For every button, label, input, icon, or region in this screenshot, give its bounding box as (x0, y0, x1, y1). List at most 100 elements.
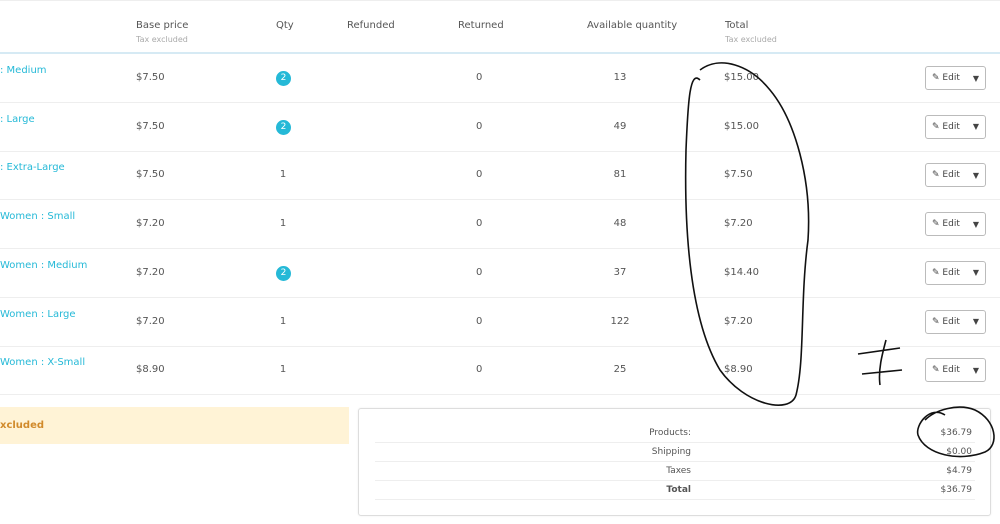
available-quantity: 49 (613, 120, 627, 132)
returned: 0 (476, 120, 483, 132)
edit-button[interactable]: ✎ Edit ▼ (925, 212, 986, 237)
table-row: Women : Medium $7.20 2 0 37 $14.40 ✎ Edi… (0, 249, 1000, 298)
row-total: $7.20 (724, 315, 753, 327)
base-price: $7.20 (136, 218, 165, 230)
table-row: Women : X-Small $8.90 1 0 25 $8.90 ✎ Edi… (0, 346, 1000, 396)
available-quantity: 25 (613, 364, 627, 376)
summary-value: $0.00 (946, 447, 972, 457)
caret-down-icon[interactable]: ▼ (972, 317, 980, 326)
base-price: $7.50 (136, 169, 165, 181)
pencil-icon: ✎ (932, 316, 940, 327)
available-quantity: 81 (613, 169, 627, 181)
header-divider (0, 52, 1000, 54)
base-price: $7.50 (136, 120, 165, 132)
divider (0, 0, 1000, 1)
returned: 0 (476, 218, 483, 230)
product-link[interactable]: : Extra-Large (0, 162, 65, 174)
qty: 2 (276, 103, 291, 151)
table-row: Women : Small $7.20 1 0 48 $7.20 ✎ Edit ▼ (0, 200, 1000, 250)
caret-down-icon[interactable]: ▼ (972, 122, 980, 132)
pencil-icon: ✎ (932, 170, 940, 181)
edit-button[interactable]: ✎ Edit ▼ (925, 66, 986, 90)
pencil-icon: ✎ (932, 365, 940, 376)
summary-value: $4.79 (946, 466, 972, 476)
base-price: $7.20 (136, 266, 165, 278)
caret-down-icon[interactable]: ▼ (972, 268, 980, 278)
caret-down-icon[interactable]: ▼ (972, 73, 980, 83)
product-link[interactable]: : Large (0, 113, 35, 125)
caret-down-icon[interactable]: ▼ (972, 219, 980, 229)
edit-label: Edit (942, 73, 960, 83)
caret-down-icon[interactable]: ▼ (972, 365, 980, 375)
qty-value: 1 (279, 218, 287, 230)
available-quantity: 48 (613, 218, 627, 230)
qty: 2 (276, 249, 291, 297)
available-quantity: 37 (613, 266, 627, 278)
available-quantity: 13 (613, 72, 627, 83)
edit-label: Edit (942, 219, 960, 230)
summary-row: Taxes $4.79 (375, 462, 975, 481)
pencil-icon: ✎ (932, 267, 940, 278)
base-price: $8.90 (136, 364, 165, 376)
qty-value: 1 (279, 169, 287, 181)
table-row: Women : Large $7.20 1 0 122 $7.20 ✎ Edit… (0, 298, 1000, 347)
table-row: : Extra-Large $7.50 1 0 81 $7.50 ✎ Edit ▼ (0, 151, 1000, 201)
header-refunded: Refunded (347, 20, 395, 31)
summary-label: Shipping (651, 447, 691, 457)
summary-value: $36.79 (940, 428, 973, 438)
edit-label: Edit (942, 316, 960, 327)
table-row: : Medium $7.50 2 0 13 $15.00 ✎ Edit ▼ (0, 54, 1000, 103)
product-link[interactable]: Women : X-Small (0, 357, 86, 369)
qty-badge: 2 (276, 265, 291, 281)
caret-down-icon[interactable]: ▼ (972, 170, 980, 180)
edit-label: Edit (942, 267, 960, 278)
qty-badge: 2 (276, 71, 291, 86)
base-price: $7.20 (136, 315, 165, 327)
edit-button[interactable]: ✎ Edit ▼ (925, 163, 986, 188)
summary-row: Shipping $0.00 (375, 443, 975, 462)
edit-button[interactable]: ✎ Edit ▼ (925, 358, 986, 383)
header-label: Base price (136, 20, 189, 31)
edit-button[interactable]: ✎ Edit ▼ (925, 309, 986, 334)
returned: 0 (476, 266, 483, 278)
header-sublabel: Tax excluded (725, 35, 777, 44)
product-link[interactable]: Women : Large (0, 308, 76, 320)
header-qty: Qty (276, 20, 294, 31)
available-quantity: 122 (610, 315, 630, 327)
summary-label: Total (666, 485, 691, 495)
edit-label: Edit (942, 121, 960, 132)
header-base-price: Base price Tax excluded (136, 20, 188, 44)
edit-label: Edit (942, 170, 960, 181)
summary-row: Total $36.79 (375, 481, 975, 500)
edit-button[interactable]: ✎ Edit ▼ (925, 114, 986, 139)
qty-value: 1 (279, 364, 287, 376)
summary-label: Taxes (666, 466, 691, 476)
header-total: Total Tax excluded (725, 20, 777, 44)
product-link[interactable]: Women : Small (0, 211, 76, 223)
edit-label: Edit (942, 365, 960, 376)
edit-button[interactable]: ✎ Edit ▼ (925, 260, 986, 285)
row-total: $8.90 (724, 364, 753, 376)
qty: 1 (276, 200, 290, 248)
header-returned: Returned (458, 20, 504, 31)
order-summary: Products: $36.79 Shipping $0.00 Taxes $4.79 To… (358, 408, 991, 516)
base-price: $7.50 (136, 72, 165, 83)
summary-label: Products: (649, 428, 691, 438)
product-link[interactable]: Women : Medium (0, 259, 88, 271)
product-link[interactable]: : Medium (0, 65, 47, 76)
table-row: : Large $7.50 2 0 49 $15.00 ✎ Edit ▼ (0, 103, 1000, 152)
row-total: $15.00 (724, 120, 759, 132)
returned: 0 (476, 72, 483, 83)
pencil-icon: ✎ (932, 219, 940, 230)
summary-row: Products: $36.79 (375, 424, 975, 443)
qty: 2 (276, 54, 291, 102)
returned: 0 (476, 364, 483, 376)
header-available: Available quantity (587, 20, 678, 31)
tax-warning: xcluded (0, 407, 349, 444)
returned: 0 (476, 315, 483, 327)
qty-value: 1 (279, 315, 287, 327)
row-total: $14.40 (724, 266, 759, 278)
qty: 1 (276, 298, 290, 346)
summary-value: $36.79 (940, 485, 973, 495)
row-total: $7.50 (724, 169, 753, 181)
